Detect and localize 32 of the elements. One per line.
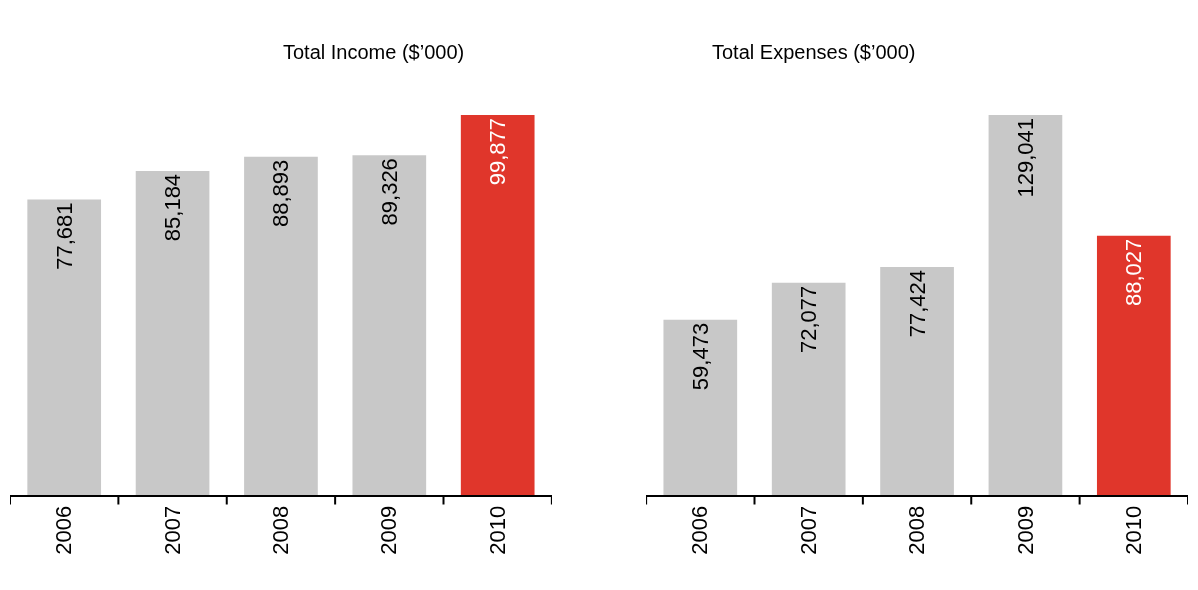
bar bbox=[1096, 235, 1171, 495]
x-tick-label: 2009 bbox=[376, 505, 402, 555]
x-tick-label: 2010 bbox=[484, 505, 510, 555]
x-tick-label: 2006 bbox=[687, 505, 713, 555]
data-label: 77,424 bbox=[904, 270, 930, 338]
bar bbox=[460, 115, 535, 495]
x-tick-label: 2006 bbox=[51, 505, 77, 555]
bar bbox=[771, 282, 846, 495]
x-tick-label: 2010 bbox=[1120, 505, 1146, 555]
data-label: 88,893 bbox=[268, 159, 294, 228]
bar bbox=[988, 115, 1063, 495]
data-label: 89,326 bbox=[376, 158, 402, 226]
data-label: 88,027 bbox=[1121, 238, 1147, 307]
bar bbox=[880, 267, 954, 495]
x-tick-label: 2009 bbox=[1012, 505, 1038, 555]
x-tick-label: 2007 bbox=[795, 505, 821, 555]
data-label: 129,041 bbox=[1012, 118, 1038, 198]
data-label: 77,681 bbox=[51, 202, 77, 270]
x-tick-label: 2008 bbox=[268, 505, 294, 555]
data-label: 59,473 bbox=[687, 322, 713, 391]
bar bbox=[244, 156, 318, 495]
chart-title: Total Expenses ($’000) bbox=[712, 41, 916, 63]
x-tick-label: 2007 bbox=[159, 505, 185, 555]
data-label: 99,877 bbox=[485, 118, 511, 186]
data-label: 85,184 bbox=[160, 173, 186, 242]
x-tick-label: 2008 bbox=[904, 505, 930, 555]
data-label: 72,077 bbox=[796, 285, 822, 354]
chart-title: Total Income ($’000) bbox=[283, 41, 465, 63]
bar bbox=[352, 155, 427, 495]
bar bbox=[27, 199, 102, 495]
bar bbox=[135, 170, 210, 495]
bar bbox=[663, 319, 738, 495]
